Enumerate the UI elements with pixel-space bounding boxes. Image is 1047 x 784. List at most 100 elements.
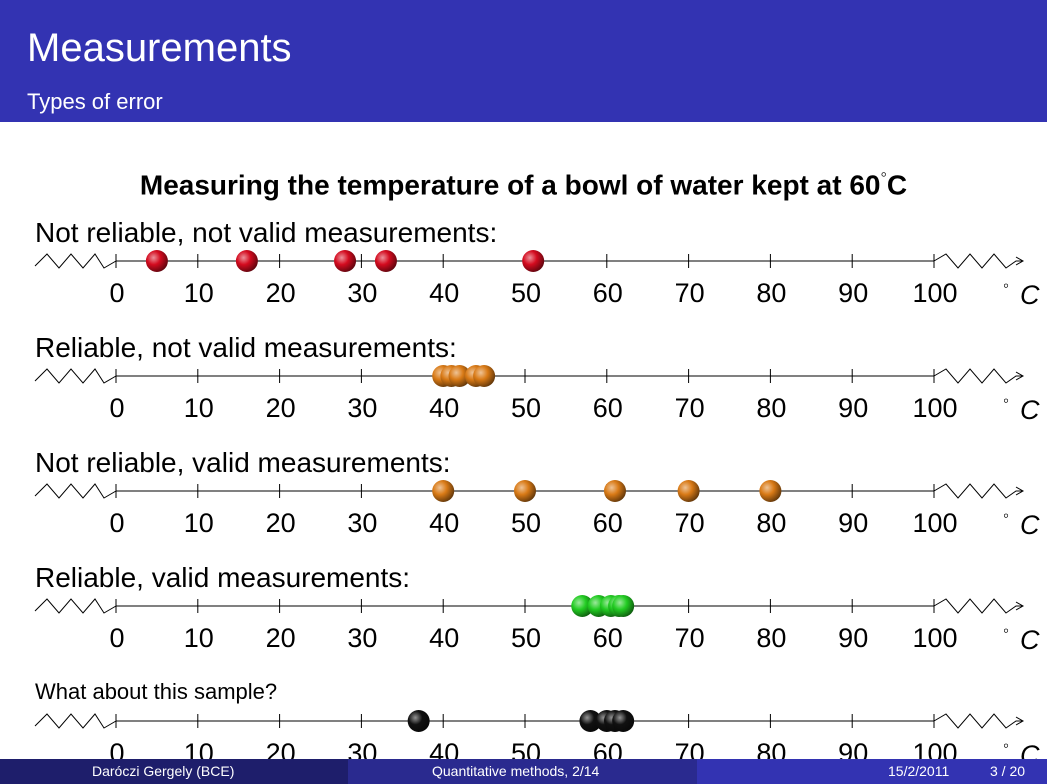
slide-heading: Measuring the temperature of a bowl of w… (0, 160, 1047, 203)
footer-page: 3 / 20 (990, 763, 1026, 779)
tick-label: 50 (511, 508, 541, 538)
heading-degree: ◦ (880, 164, 887, 184)
footer-course-panel: Quantitative methods, 2/14 (348, 759, 697, 784)
heading-unit: C (886, 169, 908, 201)
tick-label: 70 (675, 278, 705, 308)
tick-label: 80 (756, 623, 786, 653)
tick-label: 0 (109, 623, 124, 653)
axis-left-break (34, 483, 117, 499)
heading-text: Measuring the temperature of a bowl of w… (139, 169, 881, 201)
axis-arrow (1015, 486, 1025, 496)
tick-label: 20 (266, 623, 296, 653)
measurement-point (145, 250, 168, 272)
measurement-point (235, 250, 258, 272)
slide-footer: Daróczi Gergely (BCE) Quantitative metho… (0, 759, 1047, 784)
tick-label: 100 (912, 508, 957, 538)
tick-label: 0 (109, 393, 124, 423)
tick-label: 80 (756, 508, 786, 538)
tick-label: 30 (347, 508, 377, 538)
axis-left-break (34, 253, 117, 269)
axis-right-break (933, 483, 1022, 499)
axis-left-break (34, 368, 117, 384)
tick-label: 40 (429, 508, 459, 538)
tick-label: 60 (593, 508, 623, 538)
measurement-point (603, 480, 626, 502)
tick-label: 40 (429, 623, 459, 653)
unit-label: C (1020, 510, 1040, 540)
tick-label: 30 (347, 393, 377, 423)
row-label-4: Reliable, valid measurements: (35, 562, 411, 593)
tick-label: 10 (184, 623, 214, 653)
measurement-point (579, 710, 602, 732)
row-label-2: Reliable, not valid measurements: (35, 332, 457, 363)
measurement-point (374, 250, 397, 272)
tick-label: 90 (838, 278, 868, 308)
axis-left-break (34, 713, 117, 729)
tick-label: 60 (593, 278, 623, 308)
measurement-point (334, 250, 357, 272)
tick-label: 50 (511, 623, 541, 653)
measurement-point (759, 480, 782, 502)
axis-arrow (1015, 601, 1025, 611)
slide-header: Measurements Types of error (0, 0, 1047, 122)
row-label-3: Not reliable, valid measurements: (35, 447, 451, 478)
tick-label: 0 (109, 278, 124, 308)
number-line-1: 0 10 20 30 40 50 60 70 80 90 100 ◦ C (34, 250, 1040, 310)
tick-label: 100 (912, 623, 957, 653)
axis-right-break (933, 598, 1022, 614)
axis-right-break (933, 713, 1022, 729)
tick-label: 10 (184, 508, 214, 538)
measurement-point (473, 365, 496, 387)
footer-date: 15/2/2011 (888, 763, 950, 779)
tick-label: 10 (184, 393, 214, 423)
tick-label: 30 (347, 278, 377, 308)
tick-label: 70 (675, 623, 705, 653)
measurement-point (432, 480, 455, 502)
tick-label: 100 (912, 393, 957, 423)
axis-left-break (34, 598, 117, 614)
row-label-5: What about this sample? (35, 679, 278, 704)
axis-right-break (933, 368, 1022, 384)
footer-author: Daróczi Gergely (BCE) (92, 763, 235, 779)
measurement-point (448, 365, 471, 387)
unit-degree: ◦ (1003, 506, 1009, 525)
tick-label: 10 (184, 278, 214, 308)
unit-label: C (1020, 625, 1040, 655)
tick-label: 100 (912, 278, 957, 308)
unit-degree: ◦ (1003, 391, 1009, 410)
measurement-point (514, 480, 536, 502)
tick-label: 60 (593, 623, 623, 653)
tick-label: 90 (838, 508, 868, 538)
unit-label: C (1020, 280, 1040, 310)
tick-label: 70 (675, 508, 705, 538)
axis-arrow (1015, 716, 1025, 726)
slide-subtitle: Types of error (27, 89, 163, 114)
tick-label: 70 (675, 393, 705, 423)
footer-author-panel: Daróczi Gergely (BCE) (0, 759, 348, 784)
slide-title: Measurements (27, 26, 292, 70)
tick-label: 0 (109, 508, 124, 538)
number-line-4: 0 10 20 30 40 50 60 70 80 90 100 ◦ C (34, 595, 1040, 655)
measurement-point (612, 595, 635, 617)
tick-label: 30 (347, 623, 377, 653)
measurement-point (677, 480, 700, 502)
measurement-point (522, 250, 545, 272)
tick-label: 90 (838, 393, 868, 423)
tick-label: 40 (429, 393, 459, 423)
number-line-3: 0 10 20 30 40 50 60 70 80 90 100 ◦ C (34, 480, 1040, 540)
axis-arrow (1015, 256, 1025, 266)
tick-label: 80 (756, 278, 786, 308)
number-line-2: 0 10 20 30 40 50 60 70 80 90 100 ◦ C (34, 365, 1040, 425)
unit-degree: ◦ (1003, 276, 1009, 295)
number-line-5: 0 10 20 30 40 50 60 70 80 90 100 ◦ C (34, 710, 1040, 770)
tick-label: 50 (511, 278, 541, 308)
axis-right-break (933, 253, 1022, 269)
unit-degree: ◦ (1003, 736, 1009, 755)
tick-label: 20 (266, 393, 296, 423)
measurement-point (407, 710, 430, 732)
tick-label: 20 (266, 278, 296, 308)
measurement-point (612, 710, 635, 732)
tick-label: 40 (429, 278, 459, 308)
tick-label: 80 (756, 393, 786, 423)
footer-course: Quantitative methods, 2/14 (432, 763, 600, 779)
